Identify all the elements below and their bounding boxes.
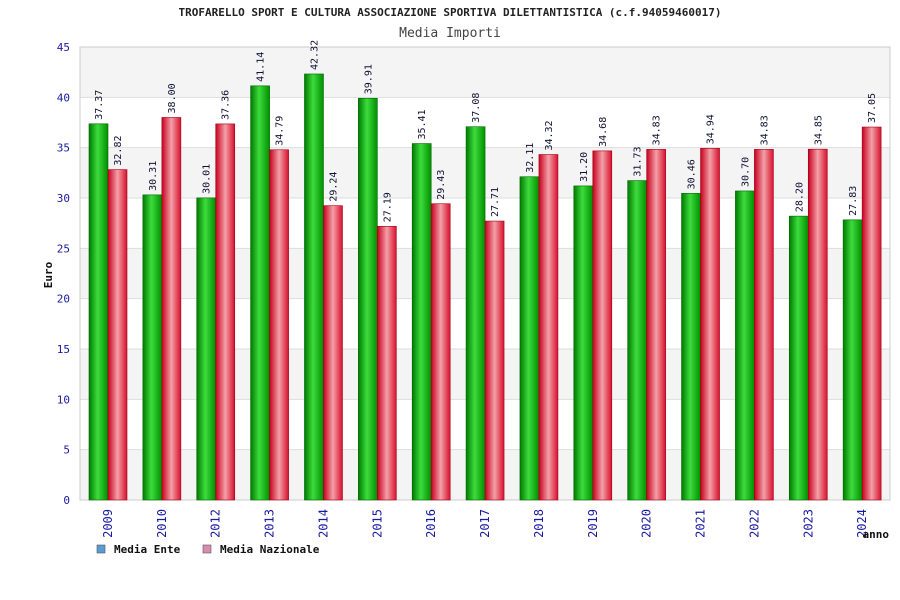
data-label-media-nazionale: 34.83 [652, 115, 663, 145]
data-label-media-ente: 30.46 [687, 159, 698, 189]
data-label-media-ente: 30.31 [148, 161, 159, 191]
bar-media-nazionale [646, 149, 666, 501]
data-label-media-ente: 35.41 [417, 109, 428, 139]
bar-media-ente [358, 97, 378, 501]
x-axis-label: anno [863, 528, 890, 541]
bar-media-nazionale [377, 225, 397, 501]
legend-swatch-media-ente [96, 544, 106, 554]
bar-media-ente [196, 197, 217, 501]
data-label-media-ente: 37.08 [471, 93, 482, 123]
x-tick-label: 2014 [316, 509, 330, 538]
y-tick-label: 20 [57, 293, 70, 306]
data-label-media-nazionale: 34.85 [813, 115, 824, 145]
legend-label-media-ente: Media Ente [114, 543, 181, 556]
x-tick-label: 2020 [640, 509, 654, 538]
data-label-media-ente: 30.70 [740, 157, 751, 187]
bar-media-ente [88, 123, 109, 501]
data-label-media-nazionale: 29.24 [328, 172, 339, 202]
data-label-media-nazionale: 29.43 [436, 170, 447, 200]
bar-media-nazionale [700, 147, 720, 501]
data-label-media-nazionale: 34.83 [759, 115, 770, 145]
bar-media-nazionale [323, 205, 343, 501]
data-label-media-nazionale: 27.71 [490, 187, 501, 217]
data-label-media-nazionale: 32.82 [113, 136, 124, 166]
y-axis-ticks: 0 5 10 15 20 25 30 35 40 45 [57, 41, 70, 507]
data-label-media-nazionale: 37.36 [221, 90, 232, 120]
chart-subtitle: Media Importi [399, 26, 501, 41]
data-label-media-ente: 27.83 [848, 186, 859, 216]
bar-media-ente [304, 73, 324, 501]
y-tick-label: 25 [57, 242, 70, 255]
bar-media-ente [735, 190, 755, 501]
data-label-media-ente: 42.32 [309, 40, 320, 70]
y-tick-label: 45 [57, 41, 70, 54]
bar-media-nazionale [215, 123, 236, 501]
bar-media-nazionale [754, 149, 774, 501]
x-axis-ticks: 2009 2010 2012 2013 2014 2015 2016 2017 2018 2019… [101, 509, 869, 538]
x-tick-label: 2023 [801, 509, 815, 538]
data-label-media-nazionale: 37.05 [867, 93, 878, 123]
data-label-media-ente: 31.73 [633, 146, 644, 176]
bar-media-ente [573, 185, 594, 501]
data-label-media-nazionale: 34.68 [598, 117, 609, 147]
y-tick-label: 10 [57, 393, 70, 406]
grid-band [80, 47, 890, 98]
bar-media-nazionale [107, 169, 128, 501]
data-label-media-nazionale: 34.79 [275, 116, 286, 146]
y-tick-label: 15 [57, 343, 70, 356]
legend: Media Ente Media Nazionale [96, 543, 320, 556]
legend-swatch-media-nazionale [202, 544, 212, 554]
bar-media-ente [842, 219, 863, 501]
data-label-media-nazionale: 34.32 [544, 120, 555, 150]
data-label-media-ente: 30.01 [202, 164, 213, 194]
x-tick-label: 2009 [101, 509, 115, 538]
x-tick-label: 2012 [209, 509, 223, 538]
x-tick-label: 2021 [694, 509, 708, 538]
bar-media-ente [411, 143, 432, 501]
y-tick-label: 35 [57, 142, 70, 155]
bar-media-nazionale [592, 150, 613, 501]
y-tick-label: 0 [63, 494, 70, 507]
bar-media-ente [681, 193, 701, 501]
bar-media-nazionale [807, 148, 828, 501]
y-axis-label: Euro [42, 261, 55, 288]
y-tick-label: 40 [57, 91, 70, 104]
y-tick-label: 30 [57, 192, 70, 205]
x-tick-label: 2016 [424, 509, 438, 538]
bar-media-nazionale [484, 220, 505, 501]
bar-media-nazionale [861, 126, 882, 501]
bar-media-ente [627, 180, 647, 501]
x-tick-label: 2015 [370, 509, 384, 538]
data-label-media-nazionale: 34.94 [706, 114, 717, 144]
bar-media-nazionale [161, 117, 182, 501]
x-tick-label: 2019 [586, 509, 600, 538]
legend-label-media-nazionale: Media Nazionale [220, 543, 320, 556]
data-label-media-ente: 37.37 [94, 90, 105, 120]
bars: 37.37 32.82 30.31 38.00 30.01 37.36 41.14 34.79… [88, 40, 882, 501]
bar-media-ente [788, 215, 809, 501]
bar-media-ente [250, 85, 270, 501]
data-label-media-nazionale: 27.19 [382, 192, 393, 222]
x-tick-label: 2022 [747, 509, 761, 538]
bar-media-ente [519, 176, 540, 501]
data-label-media-nazionale: 38.00 [167, 83, 178, 113]
x-tick-label: 2018 [532, 509, 546, 538]
x-tick-label: 2024 [855, 509, 869, 538]
bar-media-ente [142, 194, 163, 501]
bar-media-ente [465, 126, 486, 501]
x-tick-label: 2010 [155, 509, 169, 538]
data-label-media-ente: 28.20 [794, 182, 805, 212]
data-label-media-ente: 39.91 [363, 64, 374, 94]
data-label-media-ente: 31.20 [579, 152, 590, 182]
x-tick-label: 2017 [478, 509, 492, 538]
y-tick-label: 5 [63, 444, 70, 457]
chart-title: TROFARELLO SPORT E CULTURA ASSOCIAZIONE … [178, 6, 721, 19]
data-label-media-ente: 32.11 [525, 143, 536, 173]
bar-media-nazionale [538, 154, 559, 501]
x-tick-label: 2013 [263, 509, 277, 538]
data-label-media-ente: 41.14 [256, 52, 267, 82]
bar-media-nazionale [430, 203, 451, 501]
bar-media-nazionale [269, 149, 289, 501]
